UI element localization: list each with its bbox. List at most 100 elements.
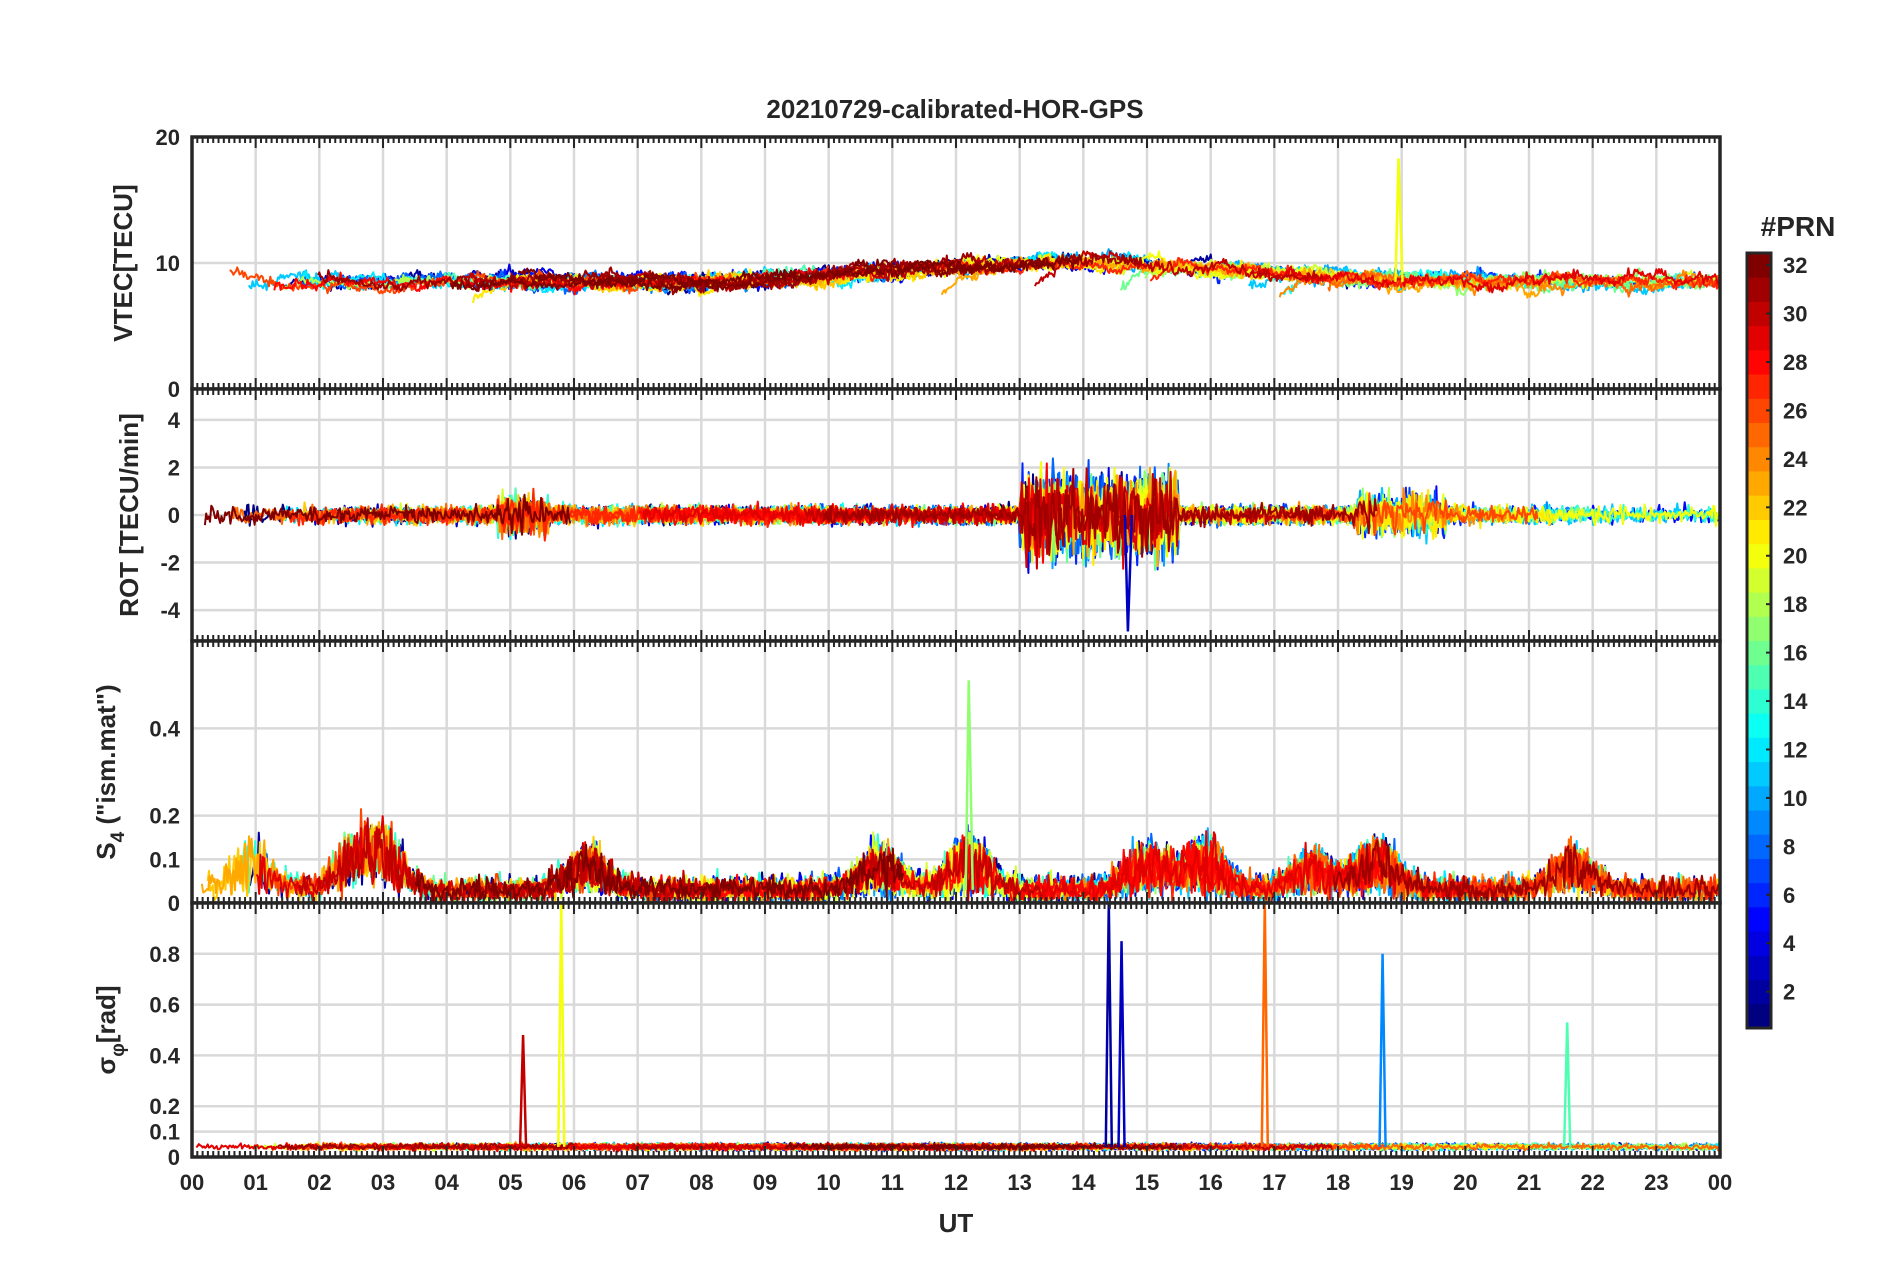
colorbar-cell <box>1747 325 1771 351</box>
panel-rot-ylabel: ROT [TECU/min] <box>114 413 144 617</box>
colorbar-cell <box>1747 1003 1771 1029</box>
y-tick-label: 0.1 <box>149 1120 180 1145</box>
panel-rot: 4 2 0 -2 -4 ROT [TECU/min] <box>114 387 1722 643</box>
peak-mark <box>964 680 974 890</box>
y-tick-label: 0.2 <box>149 804 180 829</box>
colorbar-tick-label: 4 <box>1783 931 1796 956</box>
peak-mark <box>1394 158 1404 282</box>
colorbar-cell <box>1747 906 1771 932</box>
spike-prn-3 <box>1117 941 1126 1147</box>
x-tick-label: 20 <box>1453 1170 1477 1195</box>
x-tick-label: 05 <box>498 1170 522 1195</box>
x-tick-label: 10 <box>816 1170 840 1195</box>
series-prn-32 <box>450 254 1083 292</box>
y-tick-label: 20 <box>156 125 180 150</box>
colorbar-cell <box>1747 616 1771 641</box>
panel-vtec-series <box>229 158 1721 304</box>
colorbar-cell <box>1747 277 1771 302</box>
y-tick-label: 0.4 <box>149 716 180 741</box>
x-tick-label: 15 <box>1135 1170 1159 1195</box>
x-tick-label: 04 <box>434 1170 459 1195</box>
series-prn-31 <box>277 1142 575 1152</box>
panel-sigma-phi-ylabel-rest: [rad] <box>91 985 121 1043</box>
colorbar-tick-label: 20 <box>1783 544 1807 569</box>
panel-sigma-phi-ylabel-main: σ <box>91 1057 121 1075</box>
x-tick-label: 21 <box>1517 1170 1541 1195</box>
y-tick-label: 2 <box>168 455 180 480</box>
x-tick-label: 22 <box>1580 1170 1604 1195</box>
colorbar-cell <box>1747 422 1771 448</box>
colorbar-cell <box>1747 567 1771 593</box>
panel-s4-ylabel-main: S <box>91 842 121 859</box>
x-tick-label: 12 <box>944 1170 968 1195</box>
colorbar-tick-label: 28 <box>1783 350 1807 375</box>
y-tick-label: 0.1 <box>149 847 180 872</box>
series-prn-30 <box>1034 250 1324 287</box>
panel-s4-ylabel-rest: ("ism.mat") <box>91 684 121 831</box>
y-tick-label: 0 <box>168 503 180 528</box>
colorbar-tick-label: 24 <box>1783 447 1808 472</box>
colorbar-tick-label: 22 <box>1783 495 1807 520</box>
x-tick-label: 03 <box>371 1170 395 1195</box>
x-tick-label: 16 <box>1198 1170 1222 1195</box>
y-tick-label: 0.4 <box>149 1043 180 1068</box>
series-prn-32 <box>414 843 905 904</box>
x-tick-label: 13 <box>1007 1170 1031 1195</box>
y-tick-label: 0.6 <box>149 993 180 1018</box>
panel-rot-series <box>203 457 1721 632</box>
colorbar-cell <box>1747 810 1771 835</box>
colorbar-tick-label: 10 <box>1783 786 1807 811</box>
colorbar-cell <box>1747 713 1771 738</box>
y-tick-label: 0.8 <box>149 942 180 967</box>
colorbar-cell <box>1747 374 1771 399</box>
colorbar-cell <box>1747 519 1771 545</box>
x-tick-label: 01 <box>243 1170 267 1195</box>
x-tick-label: 06 <box>562 1170 586 1195</box>
series-prn-29 <box>1249 265 1720 294</box>
panel-sigma-phi: 00.10.2 0.4 0.6 0.8 σφ[rad] <box>91 901 1722 1170</box>
colorbar-tick-label: 30 <box>1783 302 1807 327</box>
panel-sigma-phi-ticks: 00.10.2 0.4 0.6 0.8 <box>149 903 1721 1170</box>
x-tick-label: 23 <box>1644 1170 1668 1195</box>
y-tick-label: 0 <box>168 1145 180 1170</box>
y-tick-label: 10 <box>156 251 180 276</box>
panel-sigma-phi-frame <box>190 901 1722 1159</box>
x-tick-label: 09 <box>753 1170 777 1195</box>
spike-prn-15 <box>1562 1022 1572 1147</box>
series-prn-25 <box>1329 1141 1721 1152</box>
x-tick-label: 11 <box>881 1170 904 1195</box>
colorbar-tick-label: 6 <box>1783 883 1795 908</box>
chart-title: 20210729-calibrated-HOR-GPS <box>766 94 1143 124</box>
series-prn-31 <box>822 467 1378 558</box>
colorbar-frame <box>1745 251 1773 1030</box>
panel-sigma-phi-grid <box>192 903 1720 1157</box>
panel-s4-ylabel: S4 ("ism.mat") <box>91 684 129 859</box>
colorbar-tick-label: 26 <box>1783 398 1807 423</box>
colorbar-tick-label: 14 <box>1783 689 1808 714</box>
panel-sigma-phi-ylabel-sub: φ <box>108 1043 129 1057</box>
panel-sigma-phi-series <box>195 902 1721 1153</box>
y-tick-label: 0 <box>168 377 180 402</box>
colorbar-cell <box>1747 858 1771 884</box>
colorbar-title: #PRN <box>1761 211 1836 242</box>
colorbar-tick-label: 32 <box>1783 253 1807 278</box>
panel-vtec: 0 10 20 VTEC[TECU] <box>108 125 1722 402</box>
spike-prn-9 <box>1378 953 1387 1147</box>
y-tick-label: -2 <box>160 551 180 576</box>
panel-sigma-phi-ylabel: σφ[rad] <box>91 985 129 1074</box>
x-tick-label: 18 <box>1326 1170 1350 1195</box>
colorbar-cell <box>1747 470 1771 496</box>
x-tick-label: 00 <box>1708 1170 1732 1195</box>
panel-s4-series <box>200 680 1721 904</box>
panel-s4-ylabel-sub: 4 <box>108 831 129 842</box>
x-tick-label: 17 <box>1262 1170 1286 1195</box>
colorbar-tick-label: 18 <box>1783 592 1807 617</box>
x-tick-label: 19 <box>1389 1170 1413 1195</box>
y-tick-label: 4 <box>168 408 181 433</box>
colorbar-tick-label: 2 <box>1783 980 1795 1005</box>
x-tick-labels: 00 01 02 03 04 05 06 07 08 09 10 11 12 13 14 15 16 17 18 19… <box>180 1170 1732 1195</box>
x-tick-label: 14 <box>1071 1170 1096 1195</box>
